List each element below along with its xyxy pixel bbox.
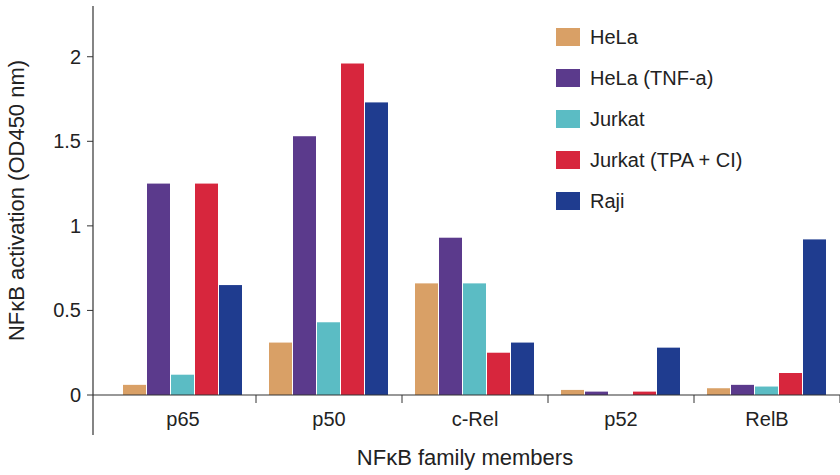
x-tick bbox=[402, 395, 403, 403]
y-tick-label: 0.5 bbox=[53, 299, 81, 321]
bar bbox=[415, 283, 438, 395]
y-tick bbox=[87, 56, 93, 57]
bar bbox=[755, 387, 778, 395]
y-tick-label: 1 bbox=[70, 215, 81, 237]
x-tick bbox=[694, 395, 695, 403]
bar bbox=[463, 283, 486, 395]
x-axis-line bbox=[93, 394, 840, 395]
bar bbox=[293, 136, 316, 395]
y-tick bbox=[87, 310, 93, 311]
bars bbox=[123, 64, 826, 395]
bar bbox=[219, 285, 242, 395]
y-axis-title: NFκB activation (OD450 nm) bbox=[4, 60, 29, 341]
x-tick bbox=[256, 395, 257, 403]
legend-swatch bbox=[556, 28, 580, 46]
bar bbox=[487, 353, 510, 395]
bar bbox=[341, 64, 364, 395]
x-tick-label: p65 bbox=[166, 408, 199, 430]
y-tick-label: 1.5 bbox=[53, 130, 81, 152]
x-tick-label: p50 bbox=[312, 408, 345, 430]
bar bbox=[731, 385, 754, 395]
y-tick bbox=[87, 141, 93, 142]
chart-container: 0 0.5 1 1.5 2 p65 p50 c-Rel p52 RelB NFκB family m… bbox=[0, 0, 840, 475]
bar bbox=[123, 385, 146, 395]
bar bbox=[511, 343, 534, 395]
bar bbox=[779, 373, 802, 395]
chart-svg: 0 0.5 1 1.5 2 p65 p50 c-Rel p52 RelB NFκB family m… bbox=[0, 0, 840, 475]
bar bbox=[147, 184, 170, 395]
x-tick bbox=[548, 395, 549, 403]
y-tick bbox=[87, 395, 93, 396]
legend-swatch bbox=[556, 110, 580, 128]
legend-swatch bbox=[556, 69, 580, 87]
bar bbox=[657, 348, 680, 395]
legend-label: Jurkat bbox=[590, 108, 645, 130]
x-tick-label: RelB bbox=[745, 408, 788, 430]
legend: HeLa HeLa (TNF-a) Jurkat Jurkat (TPA + CI) R… bbox=[556, 26, 742, 212]
bar bbox=[803, 239, 826, 395]
bar bbox=[439, 238, 462, 395]
x-axis-title: NFκB family members bbox=[357, 445, 573, 470]
bar bbox=[171, 375, 194, 395]
legend-label: HeLa bbox=[590, 26, 639, 48]
legend-label: Raji bbox=[590, 190, 624, 212]
bar bbox=[561, 390, 584, 395]
y-tick-label: 0 bbox=[70, 384, 81, 406]
bar bbox=[269, 343, 292, 395]
bar bbox=[365, 102, 388, 395]
legend-swatch bbox=[556, 192, 580, 210]
y-tick-label: 2 bbox=[70, 46, 81, 68]
legend-label: HeLa (TNF-a) bbox=[590, 67, 713, 89]
y-axis-line bbox=[92, 6, 93, 435]
x-tick-label: p52 bbox=[604, 408, 637, 430]
bar bbox=[707, 388, 730, 395]
legend-label: Jurkat (TPA + CI) bbox=[590, 149, 742, 171]
bar bbox=[195, 184, 218, 395]
x-tick-label: c-Rel bbox=[452, 408, 499, 430]
y-tick bbox=[87, 225, 93, 226]
legend-swatch bbox=[556, 151, 580, 169]
bar bbox=[317, 322, 340, 395]
